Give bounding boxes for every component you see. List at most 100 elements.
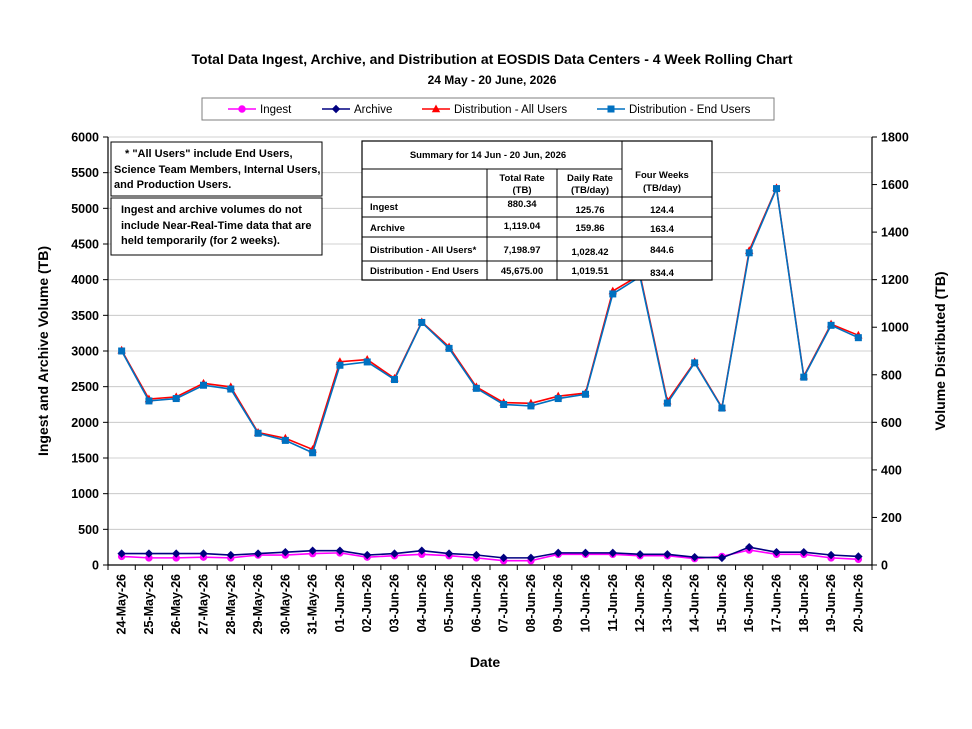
data-point-distribution-end-users bbox=[281, 436, 289, 444]
legend-marker bbox=[607, 105, 615, 113]
data-point-archive bbox=[417, 546, 426, 555]
data-point-distribution-end-users bbox=[691, 359, 699, 367]
x-tick-label: 28-May-26 bbox=[224, 574, 238, 634]
y-right-tick-label: 800 bbox=[881, 368, 902, 382]
data-point-archive bbox=[554, 548, 563, 558]
y-left-tick-label: 5500 bbox=[71, 166, 99, 180]
x-tick-label: 20-Jun-26 bbox=[851, 574, 865, 632]
summary-cell: 834.4 bbox=[650, 268, 674, 279]
data-point-distribution-end-users bbox=[145, 397, 153, 405]
y-left-tick-label: 0 bbox=[92, 559, 99, 573]
data-point-archive bbox=[253, 549, 263, 558]
legend-label: Archive bbox=[354, 104, 392, 116]
legend-item-archive: Archive bbox=[322, 104, 392, 116]
y-left-tick-label: 5000 bbox=[71, 202, 99, 216]
x-tick-label: 08-Jun-26 bbox=[524, 574, 538, 632]
data-point-distribution-end-users bbox=[363, 358, 371, 366]
legend-box bbox=[201, 97, 775, 121]
x-tick-label: 19-Jun-26 bbox=[824, 574, 838, 632]
chart-subtitle: 24 May - 20 June, 2026 bbox=[428, 73, 557, 87]
x-tick-label: 11-Jun-26 bbox=[606, 574, 620, 632]
data-point-distribution-end-users bbox=[854, 334, 862, 342]
data-point-archive bbox=[226, 550, 235, 560]
y-left-tick-label: 3500 bbox=[71, 309, 99, 323]
series-layer bbox=[117, 183, 863, 565]
data-point-distribution-end-users bbox=[118, 347, 126, 355]
y-axis-right-title: Volume Distributed (TB) bbox=[932, 271, 948, 430]
summary-header: Total Rate bbox=[499, 173, 544, 184]
summary-row-label: Distribution - All Users* bbox=[370, 245, 477, 256]
data-point-distribution-end-users bbox=[336, 361, 344, 369]
data-point-archive bbox=[444, 549, 454, 558]
x-tick-label: 31-May-26 bbox=[306, 574, 320, 634]
summary-row-label: Distribution - End Users bbox=[370, 266, 479, 277]
y-left-tick-label: 3000 bbox=[71, 345, 99, 359]
data-point-distribution-end-users bbox=[827, 321, 835, 329]
data-point-archive bbox=[472, 550, 481, 560]
summary-header: Daily Rate bbox=[567, 173, 613, 184]
y-left-tick-label: 2000 bbox=[71, 416, 99, 430]
summary-header: Four Weeks bbox=[635, 170, 689, 181]
data-point-distribution-end-users bbox=[445, 344, 453, 352]
x-tick-label: 04-Jun-26 bbox=[415, 574, 429, 632]
summary-cell: 880.34 bbox=[507, 199, 537, 210]
note-all-users-line: * "All Users" include End Users, bbox=[125, 148, 293, 160]
data-point-distribution-end-users bbox=[582, 390, 589, 398]
data-point-distribution-end-users bbox=[663, 399, 671, 407]
y-right-tick-label: 1400 bbox=[881, 226, 909, 240]
x-axis-title: Date bbox=[470, 654, 501, 670]
summary-title: Summary for 14 Jun - 20 Jun, 2026 bbox=[410, 150, 566, 161]
data-point-distribution-end-users bbox=[609, 290, 617, 298]
legend-marker bbox=[331, 104, 341, 114]
data-point-archive bbox=[117, 549, 126, 558]
y-right-tick-label: 1800 bbox=[881, 131, 909, 145]
y-left-tick-label: 2500 bbox=[71, 380, 99, 394]
y-right-tick-label: 1600 bbox=[881, 178, 909, 192]
data-point-distribution-end-users bbox=[309, 449, 317, 457]
data-point-distribution-end-users bbox=[418, 318, 426, 326]
data-point-distribution-end-users bbox=[718, 404, 726, 412]
data-point-distribution-end-users bbox=[527, 402, 535, 410]
data-point-archive bbox=[581, 548, 590, 558]
legend-label: Ingest bbox=[260, 104, 292, 116]
data-point-archive bbox=[199, 549, 208, 558]
summary-row-label: Archive bbox=[370, 223, 405, 234]
note-nrt-line: held temporarily (for 2 weeks). bbox=[121, 235, 280, 247]
x-tick-label: 12-Jun-26 bbox=[633, 574, 647, 632]
x-tick-label: 17-Jun-26 bbox=[770, 574, 784, 632]
note-nrt-line: include Near-Real-Time data that are bbox=[121, 220, 312, 232]
data-point-archive bbox=[390, 549, 399, 558]
legend-item-distribution-all-users: Distribution - All Users bbox=[422, 104, 567, 116]
data-point-archive bbox=[144, 549, 154, 558]
data-point-archive bbox=[663, 550, 672, 559]
series-distribution-end-users bbox=[118, 185, 862, 457]
data-point-archive bbox=[608, 548, 617, 558]
data-point-archive bbox=[690, 552, 699, 562]
y-left-tick-label: 4500 bbox=[71, 238, 99, 252]
axes: 0500100015002000250030003500400045005000… bbox=[71, 131, 909, 635]
summary-cell: 1,019.51 bbox=[572, 266, 610, 277]
data-point-archive bbox=[363, 550, 372, 560]
x-tick-label: 26-May-26 bbox=[169, 574, 183, 634]
x-tick-label: 01-Jun-26 bbox=[333, 574, 347, 632]
data-point-distribution-end-users bbox=[472, 384, 480, 392]
summary-cell: 844.6 bbox=[650, 245, 674, 256]
summary-cell: 125.76 bbox=[575, 205, 604, 216]
chart-title: Total Data Ingest, Archive, and Distribu… bbox=[191, 51, 792, 67]
data-point-distribution-end-users bbox=[500, 401, 508, 408]
legend-label: Distribution - End Users bbox=[629, 104, 751, 116]
x-tick-label: 14-Jun-26 bbox=[688, 574, 702, 632]
y-right-tick-label: 1200 bbox=[881, 273, 909, 287]
data-point-archive bbox=[499, 553, 508, 563]
data-point-distribution-end-users bbox=[200, 381, 207, 389]
y-right-tick-label: 600 bbox=[881, 416, 902, 430]
summary-table-border bbox=[361, 140, 713, 281]
x-tick-label: 30-May-26 bbox=[278, 574, 292, 634]
x-tick-label: 24-May-26 bbox=[115, 574, 129, 634]
data-point-archive bbox=[172, 549, 181, 558]
legend-item-distribution-end-users: Distribution - End Users bbox=[597, 104, 751, 116]
data-point-archive bbox=[772, 547, 781, 557]
y-left-tick-label: 1000 bbox=[71, 487, 99, 501]
x-tick-label: 07-Jun-26 bbox=[497, 574, 511, 632]
data-point-distribution-end-users bbox=[800, 373, 808, 381]
